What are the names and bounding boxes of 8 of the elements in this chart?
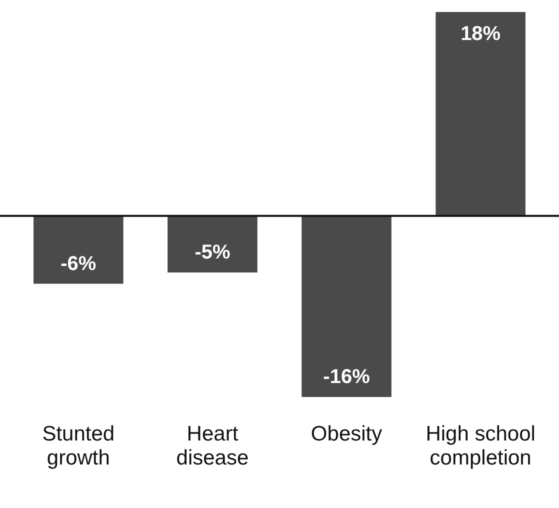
- data-label: -16%: [323, 366, 370, 388]
- x-tick-label: High school completion: [426, 422, 536, 470]
- x-tick-label: Stunted growth: [42, 422, 115, 470]
- x-tick-label: Obesity: [310, 422, 383, 446]
- x-tick-label: Heart disease: [176, 422, 249, 470]
- data-label: -6%: [60, 252, 96, 275]
- data-label: -5%: [194, 241, 230, 264]
- data-label: 18%: [460, 23, 501, 45]
